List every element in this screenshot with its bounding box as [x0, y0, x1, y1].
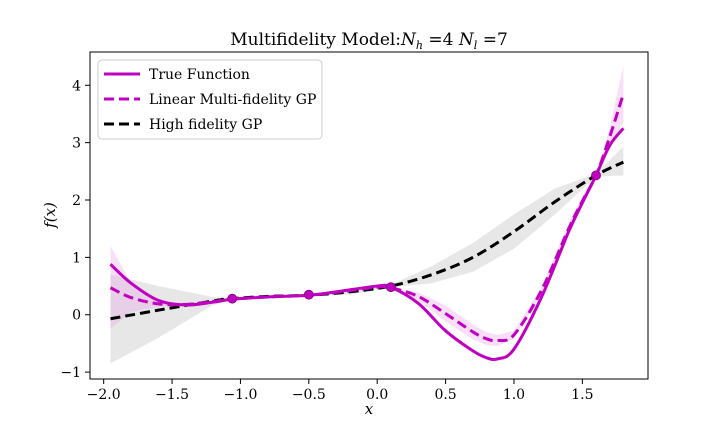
- x-tick-label: 1.5: [571, 387, 593, 403]
- band-high-fidelity-gp: [110, 146, 624, 364]
- y-tick-label: 0: [72, 308, 81, 324]
- series-lines: [109, 93, 625, 362]
- y-tick-label: 2: [72, 193, 81, 209]
- plot-frame: [89, 51, 649, 380]
- y-tick-label: 4: [72, 78, 81, 94]
- chart-title: Multifidelity Model:Nh =4 Nl =7: [230, 30, 508, 52]
- x-tick-label: 1.0: [503, 387, 525, 403]
- observation-point: [303, 289, 314, 300]
- line-linear-gp: [109, 93, 625, 343]
- y-tick-label: −1: [60, 365, 81, 381]
- legend-label-true-function: True Function: [149, 67, 250, 83]
- x-tick-label: 0.5: [434, 387, 456, 403]
- x-tick-label: 0.0: [366, 387, 388, 403]
- x-tick-label: −1.0: [223, 387, 257, 403]
- y-tick-label: 3: [72, 136, 81, 152]
- x-axis-label: x: [365, 400, 374, 418]
- x-tick-label: −0.5: [292, 387, 326, 403]
- legend: True Function Linear Multi-fidelity GP H…: [97, 59, 323, 140]
- x-tick-label: −1.5: [155, 387, 189, 403]
- legend-box: [97, 59, 323, 140]
- y-axis-label: f(x): [41, 202, 59, 229]
- legend-label-high-fidelity-gp: High fidelity GP: [149, 117, 262, 133]
- y-axis-ticks: −1 0 1 2 3 4: [60, 78, 90, 381]
- legend-label-linear-gp: Linear Multi-fidelity GP: [149, 92, 316, 108]
- observation-point: [591, 170, 601, 181]
- observation-points: [227, 170, 601, 304]
- x-axis-ticks: −2.0 −1.5 −1.0 −0.5 0.0 0.5 1.0 1.5: [87, 379, 593, 403]
- line-true-function: [109, 127, 625, 362]
- x-tick-label: −2.0: [87, 387, 121, 403]
- y-tick-label: 1: [72, 250, 81, 266]
- observation-point: [227, 293, 238, 304]
- observation-point: [385, 282, 396, 293]
